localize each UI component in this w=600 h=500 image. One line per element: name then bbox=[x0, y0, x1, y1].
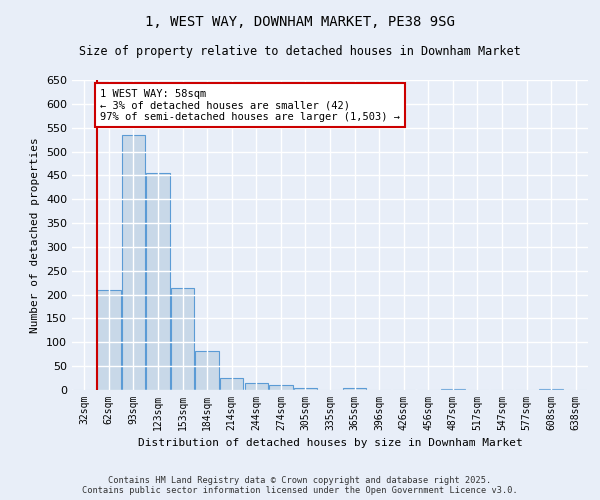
X-axis label: Distribution of detached houses by size in Downham Market: Distribution of detached houses by size … bbox=[137, 438, 523, 448]
Bar bbox=[441, 388, 464, 390]
Text: 1 WEST WAY: 58sqm
← 3% of detached houses are smaller (42)
97% of semi-detached : 1 WEST WAY: 58sqm ← 3% of detached house… bbox=[100, 88, 400, 122]
Bar bbox=[294, 388, 317, 390]
Bar bbox=[122, 135, 145, 390]
Y-axis label: Number of detached properties: Number of detached properties bbox=[31, 137, 40, 333]
Bar bbox=[196, 351, 219, 390]
Bar bbox=[245, 383, 268, 390]
Text: Size of property relative to detached houses in Downham Market: Size of property relative to detached ho… bbox=[79, 45, 521, 58]
Bar bbox=[269, 385, 293, 390]
Text: Contains HM Land Registry data © Crown copyright and database right 2025.
Contai: Contains HM Land Registry data © Crown c… bbox=[82, 476, 518, 495]
Text: 1, WEST WAY, DOWNHAM MARKET, PE38 9SG: 1, WEST WAY, DOWNHAM MARKET, PE38 9SG bbox=[145, 15, 455, 29]
Bar bbox=[220, 378, 244, 390]
Bar bbox=[539, 388, 563, 390]
Bar bbox=[146, 173, 170, 390]
Bar bbox=[97, 290, 121, 390]
Bar bbox=[343, 388, 366, 390]
Bar bbox=[171, 288, 194, 390]
